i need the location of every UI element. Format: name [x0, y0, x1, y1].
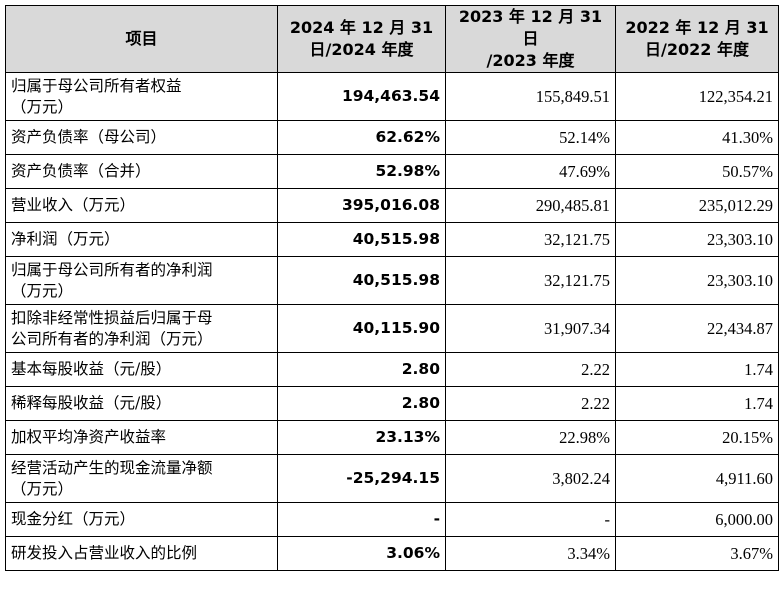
value-2024: 395,016.08 [277, 188, 446, 223]
table-row: 加权平均净资产收益率 23.13% 22.98% 20.15% [5, 420, 779, 455]
value-2022: 23,303.10 [615, 256, 779, 305]
table-row: 净利润（万元） 40,515.98 32,121.75 23,303.10 [5, 222, 779, 257]
table-row: 扣除非经常性损益后归属于母 公司所有者的净利润（万元） 40,115.90 31,9… [5, 304, 779, 353]
value-2022: 41.30% [615, 120, 779, 155]
value-2024: 23.13% [277, 420, 446, 455]
table-row: 研发投入占营业收入的比例 3.06% 3.34% 3.67% [5, 536, 779, 571]
table-body: 归属于母公司所有者权益 （万元） 194,463.54 155,849.51 122,… [5, 72, 779, 571]
row-label: 现金分红（万元） [5, 502, 278, 537]
header-item: 项目 [5, 5, 278, 73]
header-2024: 2024 年 12 月 31 日/2024 年度 [277, 5, 446, 73]
value-2024: - [277, 502, 446, 537]
value-2022: 235,012.29 [615, 188, 779, 223]
value-2024: 194,463.54 [277, 72, 446, 121]
financial-data-table: 项目 2024 年 12 月 31 日/2024 年度 2023 年 12 月 … [5, 5, 779, 571]
value-2023: - [445, 502, 616, 537]
value-2024: 62.62% [277, 120, 446, 155]
table-row: 基本每股收益（元/股） 2.80 2.22 1.74 [5, 352, 779, 387]
value-2023: 290,485.81 [445, 188, 616, 223]
row-label: 扣除非经常性损益后归属于母 公司所有者的净利润（万元） [5, 304, 278, 353]
table-row: 稀释每股收益（元/股） 2.80 2.22 1.74 [5, 386, 779, 421]
value-2024: 40,515.98 [277, 256, 446, 305]
table-row: 资产负债率（母公司） 62.62% 52.14% 41.30% [5, 120, 779, 155]
value-2023: 3,802.24 [445, 454, 616, 503]
value-2023: 3.34% [445, 536, 616, 571]
row-label: 加权平均净资产收益率 [5, 420, 278, 455]
value-2024: 3.06% [277, 536, 446, 571]
row-label: 基本每股收益（元/股） [5, 352, 278, 387]
row-label: 归属于母公司所有者的净利润 （万元） [5, 256, 278, 305]
value-2023: 32,121.75 [445, 256, 616, 305]
row-label: 经营活动产生的现金流量净额 （万元） [5, 454, 278, 503]
value-2024: 52.98% [277, 154, 446, 189]
value-2023: 32,121.75 [445, 222, 616, 257]
table-row: 营业收入（万元） 395,016.08 290,485.81 235,012.29 [5, 188, 779, 223]
value-2022: 22,434.87 [615, 304, 779, 353]
value-2023: 31,907.34 [445, 304, 616, 353]
header-row: 项目 2024 年 12 月 31 日/2024 年度 2023 年 12 月 … [5, 5, 779, 73]
value-2022: 20.15% [615, 420, 779, 455]
value-2022: 122,354.21 [615, 72, 779, 121]
value-2023: 22.98% [445, 420, 616, 455]
value-2023: 52.14% [445, 120, 616, 155]
value-2024: 40,115.90 [277, 304, 446, 353]
table-row: 归属于母公司所有者权益 （万元） 194,463.54 155,849.51 122,… [5, 72, 779, 121]
table-header: 项目 2024 年 12 月 31 日/2024 年度 2023 年 12 月 … [5, 5, 779, 73]
value-2022: 23,303.10 [615, 222, 779, 257]
value-2022: 1.74 [615, 386, 779, 421]
row-label: 研发投入占营业收入的比例 [5, 536, 278, 571]
value-2022: 50.57% [615, 154, 779, 189]
value-2022: 1.74 [615, 352, 779, 387]
table-row: 现金分红（万元） - -6,000.00 [5, 502, 779, 537]
table-row: 归属于母公司所有者的净利润 （万元） 40,515.98 32,121.75 23,3… [5, 256, 779, 305]
value-2022: 3.67% [615, 536, 779, 571]
value-2023: 47.69% [445, 154, 616, 189]
table-row: 经营活动产生的现金流量净额 （万元） -25,294.15 3,802.24 4,91… [5, 454, 779, 503]
row-label: 营业收入（万元） [5, 188, 278, 223]
table-row: 资产负债率（合并） 52.98% 47.69% 50.57% [5, 154, 779, 189]
value-2024: 40,515.98 [277, 222, 446, 257]
row-label: 资产负债率（合并） [5, 154, 278, 189]
value-2023: 155,849.51 [445, 72, 616, 121]
header-2023: 2023 年 12 月 31 日 /2023 年度 [445, 5, 616, 73]
value-2024: 2.80 [277, 386, 446, 421]
row-label: 稀释每股收益（元/股） [5, 386, 278, 421]
value-2022: 4,911.60 [615, 454, 779, 503]
value-2022: 6,000.00 [615, 502, 779, 537]
row-label: 净利润（万元） [5, 222, 278, 257]
value-2024: -25,294.15 [277, 454, 446, 503]
value-2023: 2.22 [445, 386, 616, 421]
value-2024: 2.80 [277, 352, 446, 387]
row-label: 归属于母公司所有者权益 （万元） [5, 72, 278, 121]
row-label: 资产负债率（母公司） [5, 120, 278, 155]
header-2022: 2022 年 12 月 31 日/2022 年度 [615, 5, 779, 73]
value-2023: 2.22 [445, 352, 616, 387]
